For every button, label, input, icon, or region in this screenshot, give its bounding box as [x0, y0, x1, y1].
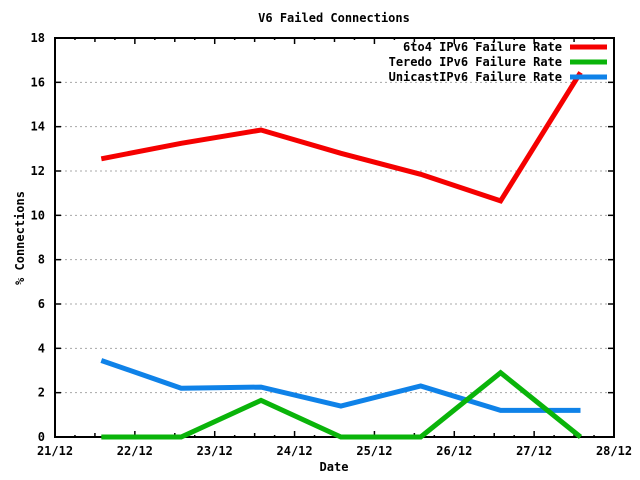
x-tick-label-21/12: 21/12 [37, 444, 73, 458]
axis-ticks [54, 37, 615, 438]
x-tick-label-22/12: 22/12 [117, 444, 153, 458]
tick-labels: 21/12 22/12 23/12 24/12 25/12 26/12 27/12 28/12… [31, 31, 633, 458]
series-line-2 [100, 358, 581, 413]
legend-entry-teredo: Teredo IPv6 Failure Rate [389, 55, 607, 69]
y-tick-label-18: 18 [31, 31, 45, 45]
chart-title: V6 Failed Connections [258, 11, 410, 25]
series-lines [100, 71, 583, 440]
series-line-0 [100, 71, 583, 204]
legend: 6to4 IPv6 Failure Rate Teredo IPv6 Failu… [389, 40, 607, 84]
y-tick-label-8: 8 [38, 253, 45, 267]
x-tick-label-28/12: 28/12 [596, 444, 632, 458]
x-tick-label-24/12: 24/12 [277, 444, 313, 458]
x-tick-label-25/12: 25/12 [356, 444, 392, 458]
y-tick-label-14: 14 [31, 120, 45, 134]
x-tick-label-23/12: 23/12 [197, 444, 233, 458]
x-tick-label-26/12: 26/12 [436, 444, 472, 458]
x-axis-label: Date [320, 460, 349, 474]
y-tick-label-2: 2 [38, 386, 45, 400]
legend-label-unicast: UnicastIPv6 Failure Rate [389, 70, 562, 84]
series-line-1 [101, 369, 583, 440]
gridlines [55, 81, 614, 394]
x-tick-label-27/12: 27/12 [516, 444, 552, 458]
legend-entry-6to4: 6to4 IPv6 Failure Rate [403, 40, 607, 54]
plot-border [54, 37, 615, 438]
y-tick-label-10: 10 [31, 208, 45, 222]
y-tick-label-4: 4 [38, 341, 45, 355]
y-tick-label-12: 12 [31, 164, 45, 178]
y-tick-label-0: 0 [38, 430, 45, 444]
y-tick-label-16: 16 [31, 75, 45, 89]
legend-label-teredo: Teredo IPv6 Failure Rate [389, 55, 562, 69]
legend-label-6to4: 6to4 IPv6 Failure Rate [403, 40, 562, 54]
legend-entry-unicast: UnicastIPv6 Failure Rate [389, 70, 607, 84]
y-axis-label: % Connections [13, 191, 27, 285]
y-tick-label-6: 6 [38, 297, 45, 311]
